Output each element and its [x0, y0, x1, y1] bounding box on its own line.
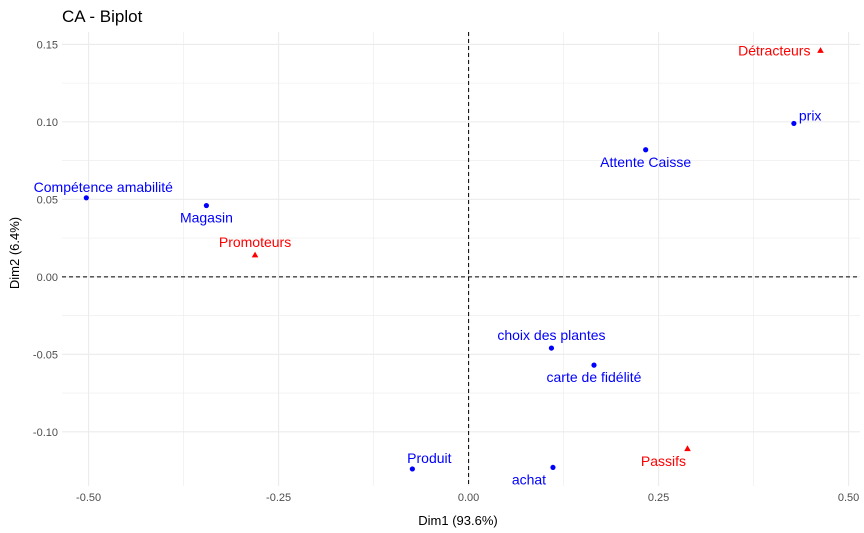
x-tick-label: -0.50	[76, 492, 101, 504]
label-attente-caisse: Attente Caisse	[600, 154, 691, 170]
label-promoteurs: Promoteurs	[219, 234, 291, 250]
point-detracteurs	[817, 47, 824, 53]
y-tick-label: -0.05	[33, 349, 58, 361]
x-tick-label: 0.50	[838, 492, 859, 504]
label-passifs: Passifs	[641, 453, 686, 469]
label-competence-amabilite: Compétence amabilité	[34, 179, 174, 195]
label-achat: achat	[512, 471, 546, 487]
y-axis-ticks: -0.10 -0.05 0.00 0.05 0.10 0.15	[33, 39, 58, 438]
point-attente-caisse	[643, 147, 649, 153]
point-passifs	[684, 445, 691, 452]
grid	[62, 32, 860, 486]
x-tick-label: 0.00	[458, 492, 479, 504]
y-tick-label: -0.10	[33, 427, 58, 439]
y-axis-title: Dim2 (6.4%)	[7, 217, 22, 289]
y-tick-label: 0.10	[37, 117, 58, 129]
y-tick-label: 0.05	[37, 194, 58, 206]
x-axis-ticks: -0.50 -0.25 0.00 0.25 0.50	[76, 492, 859, 504]
label-choix-des-plantes: choix des plantes	[497, 327, 605, 343]
label-detracteurs: Détracteurs	[738, 43, 810, 59]
data-points: prix Attente Caisse Compétence amabilité Ma…	[34, 43, 824, 487]
point-produit	[409, 466, 415, 472]
x-tick-label: 0.25	[648, 492, 669, 504]
y-tick-label: 0.00	[37, 272, 58, 284]
point-magasin	[203, 202, 209, 209]
point-achat	[550, 464, 556, 471]
label-carte-de-fidelite: carte de fidélité	[547, 369, 642, 385]
reference-lines	[62, 32, 860, 486]
point-competence-amabilite	[83, 195, 89, 201]
point-prix	[791, 120, 797, 127]
point-carte-de-fidelite	[591, 362, 597, 368]
x-tick-label: -0.25	[266, 492, 291, 504]
label-prix: prix	[799, 107, 822, 123]
point-choix-des-plantes	[548, 345, 555, 351]
label-produit: Produit	[407, 450, 451, 466]
chart-title: CA - Biplot	[62, 7, 143, 26]
point-promoteurs	[251, 251, 259, 258]
y-tick-label: 0.15	[37, 39, 58, 51]
x-axis-title: Dim1 (93.6%)	[418, 513, 497, 528]
label-magasin: Magasin	[180, 210, 233, 226]
